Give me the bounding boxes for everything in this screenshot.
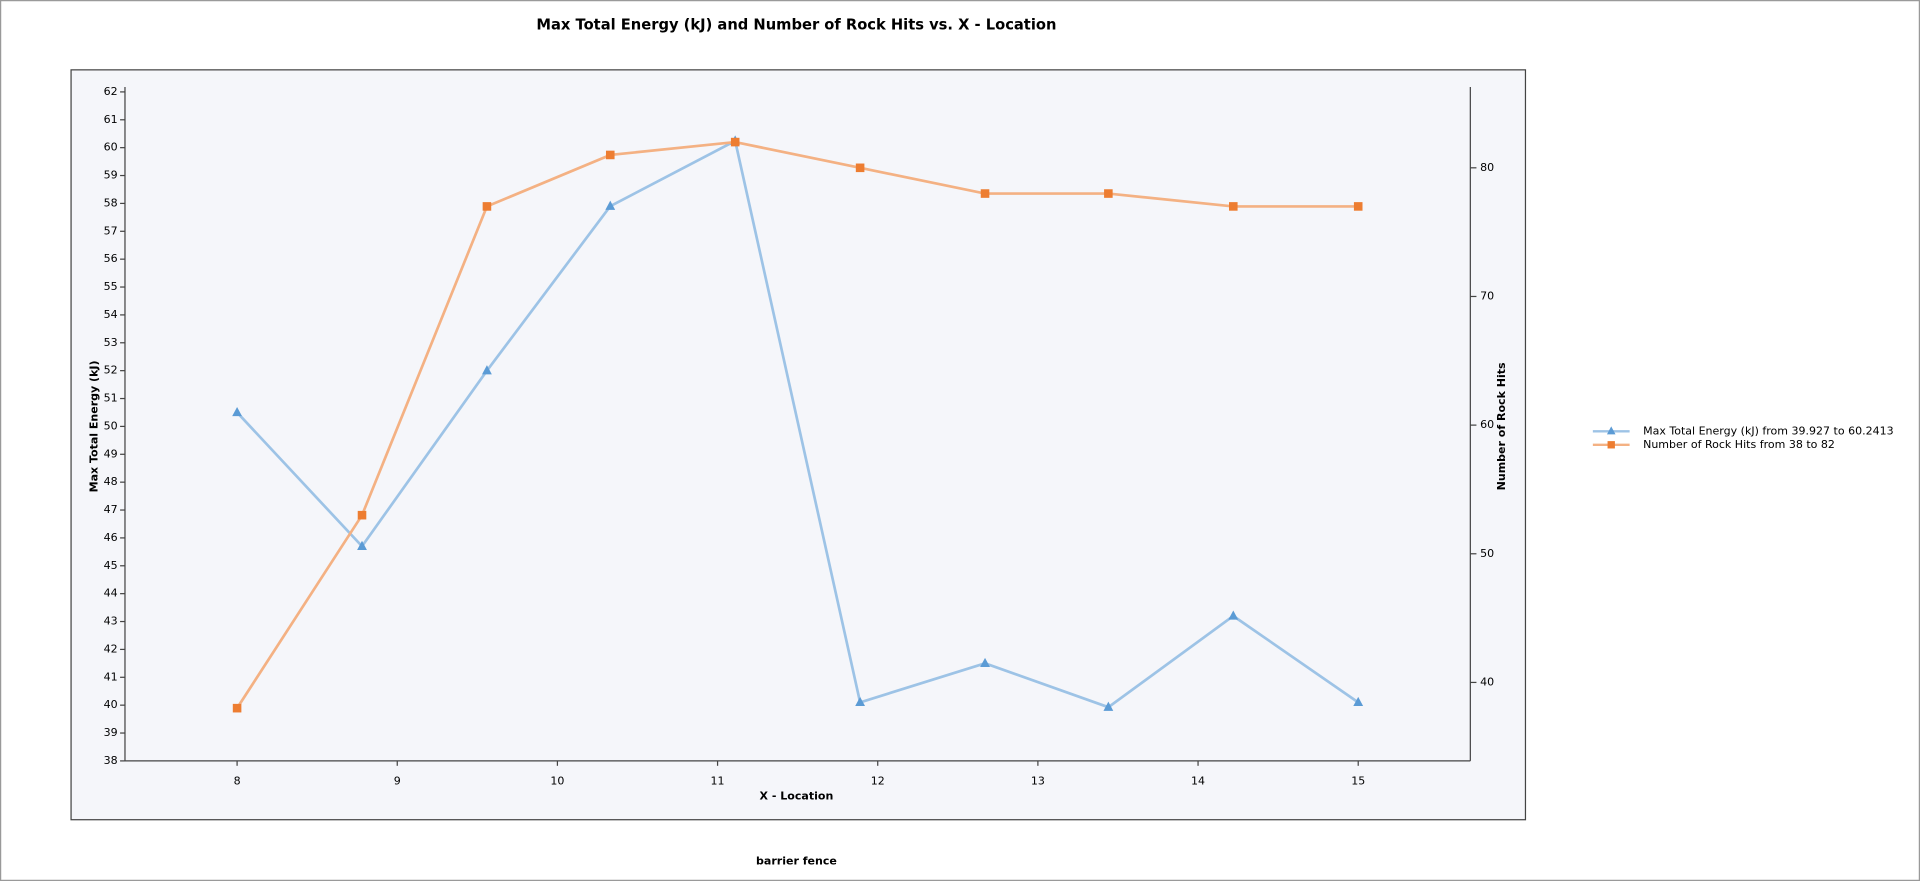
marker xyxy=(605,150,615,160)
marker xyxy=(482,365,492,375)
x-tick-label: 8 xyxy=(234,775,241,788)
marker xyxy=(980,189,990,198)
x-tick-label: 14 xyxy=(1191,775,1205,788)
marker xyxy=(980,657,990,668)
plot-frame xyxy=(70,69,1527,821)
marker xyxy=(605,200,616,210)
legend-label: Max Total Energy (kJ) from 39.927 to 60.… xyxy=(1643,424,1894,437)
marker xyxy=(855,163,865,173)
y-tick-label: 39 xyxy=(104,726,118,739)
y-tick-label: 48 xyxy=(104,475,118,488)
y2-tick-label: 80 xyxy=(1480,161,1494,174)
x-tick-label: 13 xyxy=(1031,775,1045,788)
marker xyxy=(730,137,740,147)
y-tick-label: 38 xyxy=(104,754,118,767)
y-tick-label: 44 xyxy=(104,587,118,600)
marker xyxy=(855,696,866,707)
marker xyxy=(1103,701,1114,711)
y2-tick-label: 70 xyxy=(1480,289,1494,302)
marker xyxy=(357,540,367,550)
x-tick-label: 12 xyxy=(871,775,885,788)
y-tick-label: 51 xyxy=(104,392,118,405)
legend-marker xyxy=(1606,426,1616,435)
y-tick-label: 55 xyxy=(104,280,118,293)
marker xyxy=(1353,202,1363,211)
y2-axis-label: Number of Rock Hits xyxy=(1495,362,1508,490)
y-tick-label: 57 xyxy=(104,224,118,237)
y-tick-label: 46 xyxy=(104,531,118,544)
x-axis-label: X - Location xyxy=(760,789,834,802)
marker xyxy=(357,510,367,520)
chart-title: Max Total Energy (kJ) and Number of Rock… xyxy=(536,17,1056,34)
marker xyxy=(1228,202,1238,211)
marker xyxy=(1353,696,1364,707)
series-line xyxy=(236,138,1359,709)
y-tick-label: 47 xyxy=(104,503,118,516)
y-tick-label: 50 xyxy=(104,419,118,432)
y-tick-label: 56 xyxy=(104,252,118,265)
series-line xyxy=(235,140,1359,709)
legend-label: Number of Rock Hits from 38 to 82 xyxy=(1643,438,1835,451)
x-tick-label: 9 xyxy=(394,775,401,788)
y2-tick-label: 60 xyxy=(1480,418,1494,431)
y-tick-label: 42 xyxy=(104,642,118,655)
marker xyxy=(1228,610,1239,620)
y-tick-label: 53 xyxy=(104,336,118,349)
y-tick-label: 43 xyxy=(104,615,118,628)
y-tick-label: 41 xyxy=(104,670,118,683)
y-tick-label: 59 xyxy=(104,169,118,182)
footer: barrier fence xyxy=(756,854,837,867)
y-tick-label: 61 xyxy=(104,113,118,126)
y-tick-label: 40 xyxy=(104,698,118,711)
y2-tick-label: 50 xyxy=(1480,547,1494,560)
y-tick-label: 54 xyxy=(104,308,118,321)
y2-tick-label: 40 xyxy=(1480,675,1494,688)
y-tick-label: 49 xyxy=(104,447,118,460)
y-tick-label: 58 xyxy=(104,196,118,209)
marker xyxy=(1104,189,1113,198)
y-tick-label: 45 xyxy=(104,559,118,572)
y-tick-label: 60 xyxy=(104,141,118,154)
y-tick-label: 62 xyxy=(104,85,118,98)
y-axis-label: Max Total Energy (kJ) xyxy=(87,360,100,492)
x-tick-label: 15 xyxy=(1351,775,1365,788)
legend-marker xyxy=(1607,441,1615,449)
marker xyxy=(232,703,242,713)
marker xyxy=(482,202,492,211)
x-tick-label: 11 xyxy=(711,775,725,788)
y-tick-label: 52 xyxy=(104,364,118,377)
x-tick-label: 10 xyxy=(550,775,564,788)
marker xyxy=(232,406,242,417)
